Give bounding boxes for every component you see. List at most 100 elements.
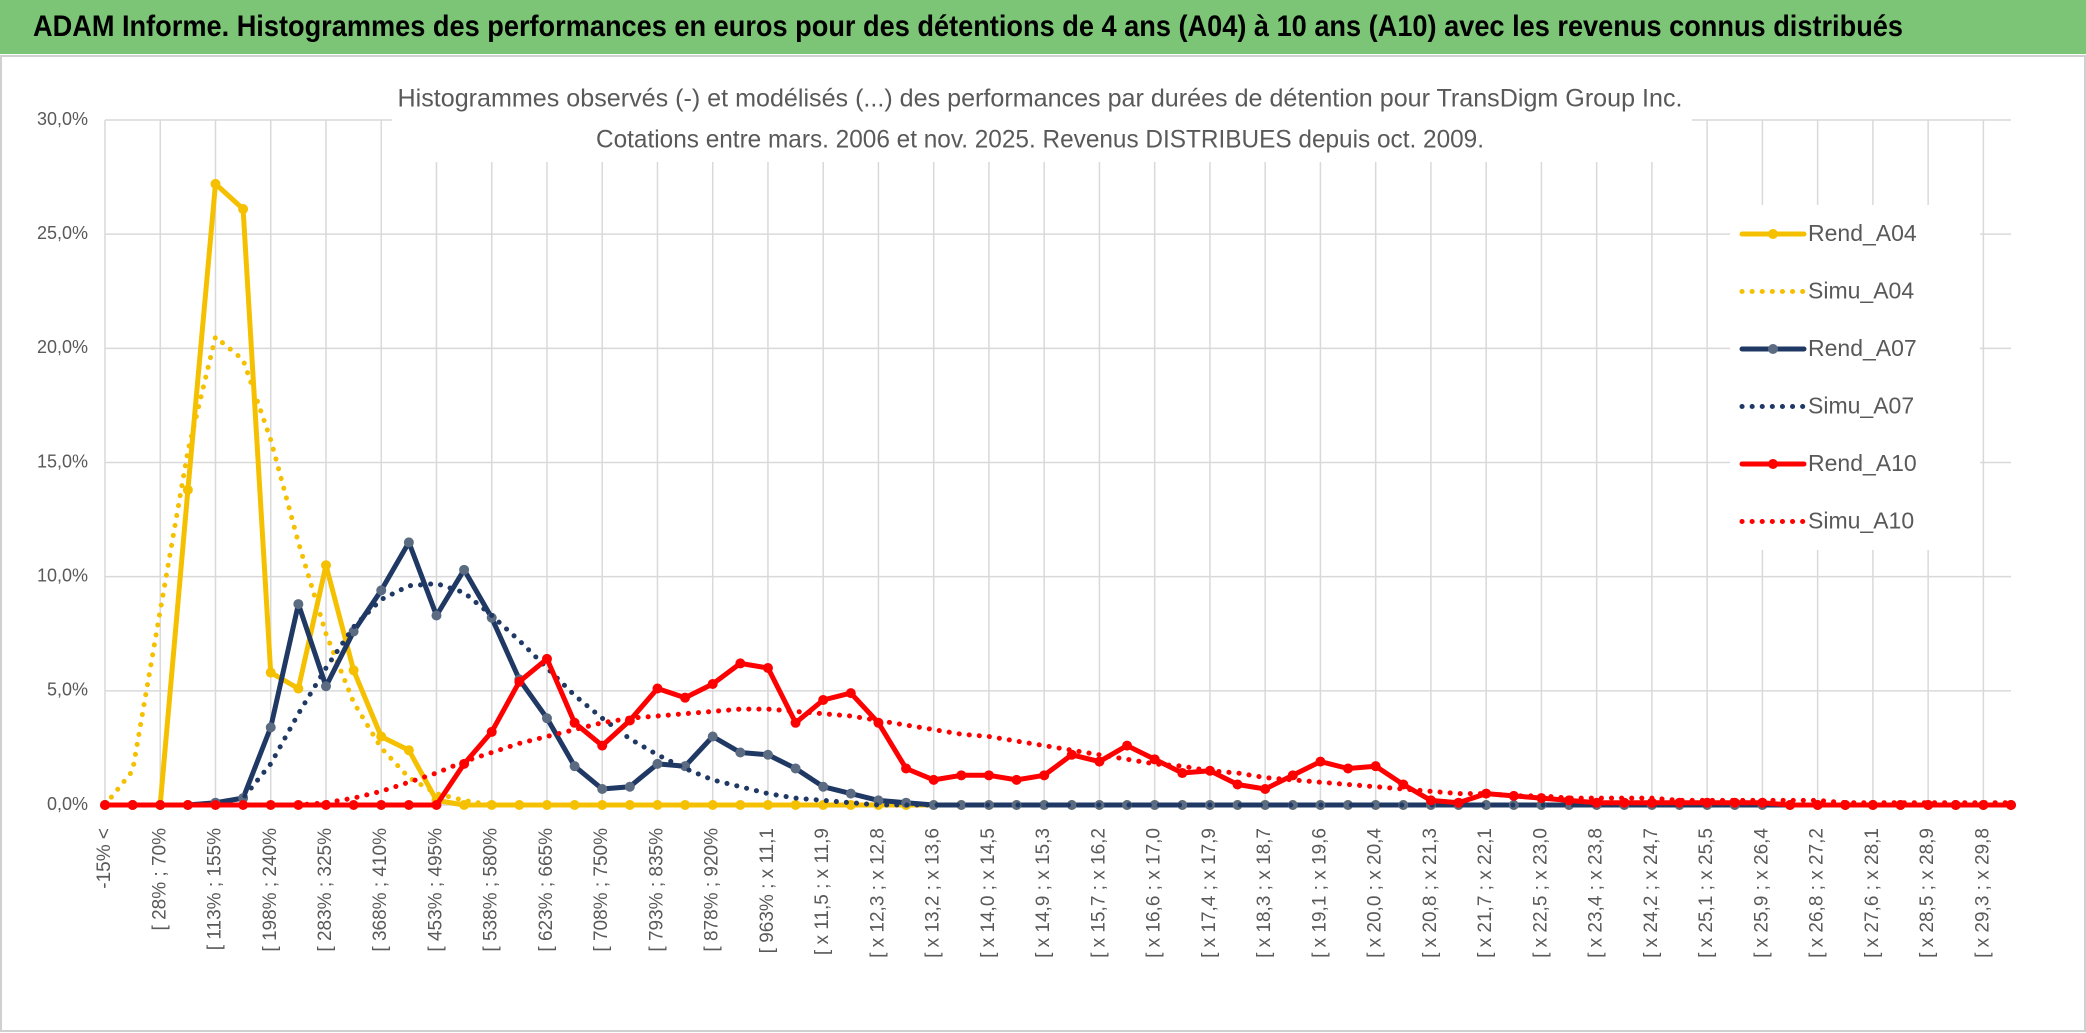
x-tick-label: [ 113% ; 155% <box>205 828 226 950</box>
x-tick-label: [ x 12,3 ; x 12,8 <box>867 828 888 958</box>
point <box>1039 800 1050 810</box>
point <box>790 800 801 810</box>
x-tick-label: -15% < <box>94 828 115 889</box>
point <box>376 731 387 742</box>
point <box>1232 800 1243 810</box>
legend-marker <box>1768 344 1778 354</box>
point <box>541 713 552 724</box>
point <box>1066 800 1077 810</box>
x-tick-label: [ 198% ; 240% <box>260 828 281 952</box>
point <box>1039 770 1050 781</box>
point <box>901 763 912 774</box>
point <box>403 745 414 756</box>
point <box>376 585 387 596</box>
legend: Rend_A04 Simu_A04 Rend_A07 Simu_A07 Rend_A10… <box>1730 205 1980 550</box>
point <box>818 781 829 792</box>
plot <box>100 178 2016 810</box>
point <box>652 683 663 694</box>
legend-label: Rend_A04 <box>1808 220 1917 246</box>
point <box>348 626 359 637</box>
point <box>1066 749 1077 760</box>
point <box>735 658 746 669</box>
point <box>680 800 691 810</box>
x-tick-label: [ 708% ; 750% <box>591 828 612 952</box>
x-tick-label: [ x 27,6 ; x 28,1 <box>1862 828 1883 958</box>
x-tick-label: [ x 26,8 ; x 27,2 <box>1807 828 1828 958</box>
point <box>459 564 470 575</box>
point <box>514 676 525 687</box>
x-tick-label: [ x 15,7 ; x 16,2 <box>1088 828 1109 958</box>
y-tick-label: 20,0% <box>37 337 88 357</box>
point <box>1149 754 1160 765</box>
point <box>569 761 580 772</box>
point <box>762 663 773 673</box>
point <box>1812 800 1823 810</box>
point <box>320 681 331 692</box>
point <box>1481 800 1492 810</box>
y-tick-label: 25,0% <box>37 223 88 243</box>
point <box>707 731 718 742</box>
x-tick-label: [ x 13,2 ; x 13,6 <box>923 828 944 958</box>
point <box>182 484 193 495</box>
point <box>265 667 276 678</box>
point <box>1177 768 1188 779</box>
legend-label: Simu_A07 <box>1808 393 1914 419</box>
point <box>597 740 608 751</box>
legend-label: Rend_A10 <box>1808 450 1917 476</box>
point <box>956 800 967 810</box>
x-tick-label: [ x 29,3 ; x 29,8 <box>1972 828 1993 958</box>
x-tick-label: [ x 19,1 ; x 19,6 <box>1309 828 1330 958</box>
point <box>1646 797 1657 808</box>
legend-marker <box>1768 459 1778 469</box>
point <box>155 800 166 810</box>
point <box>735 747 746 758</box>
x-tick-label: [ x 20,0 ; x 20,4 <box>1365 828 1386 958</box>
chart-title: Histogrammes observés (-) et modélisés (… <box>398 85 1683 113</box>
point <box>348 800 359 810</box>
point <box>1094 756 1105 767</box>
point <box>707 678 718 689</box>
model-line <box>102 706 2014 808</box>
point <box>928 800 939 810</box>
y-tick-label: 0,0% <box>47 794 88 814</box>
point <box>486 726 497 737</box>
x-tick-label: [ x 24,2 ; x 24,7 <box>1641 828 1662 958</box>
point <box>1177 800 1188 810</box>
point <box>1370 761 1381 772</box>
x-tick-label: [ 963% ; x 11,1 <box>757 828 778 953</box>
point <box>1343 800 1354 810</box>
y-tick-label: 15,0% <box>37 451 88 471</box>
title-background <box>392 82 1692 162</box>
point <box>1260 800 1271 810</box>
x-tick-label: [ 283% ; 325% <box>315 828 336 952</box>
point <box>1122 740 1133 751</box>
x-tick-label: [ 453% ; 495% <box>425 828 446 952</box>
x-tick-label: [ x 17,4 ; x 17,9 <box>1199 828 1220 958</box>
point <box>790 717 801 728</box>
point <box>569 800 580 810</box>
x-tick-label: [ x 21,7 ; x 22,1 <box>1475 828 1496 958</box>
point <box>597 800 608 810</box>
point <box>210 178 221 189</box>
header-bar <box>0 0 2086 54</box>
x-tick-label: [ 623% ; 665% <box>536 828 557 952</box>
point <box>1260 784 1271 795</box>
observed-line <box>102 656 2014 808</box>
point <box>403 800 414 810</box>
y-tick-label: 30,0% <box>37 109 88 129</box>
point <box>541 653 552 664</box>
point <box>431 800 442 810</box>
point <box>238 204 249 215</box>
legend-label: Simu_A04 <box>1808 278 1914 304</box>
legend-label: Simu_A10 <box>1808 508 1914 534</box>
point <box>1315 756 1326 767</box>
x-tick-label: [ x 20,8 ; x 21,3 <box>1420 828 1441 958</box>
x-tick-label: [ x 22,5 ; x 23,0 <box>1530 828 1551 958</box>
point <box>1370 800 1381 810</box>
point <box>597 784 608 795</box>
x-tick-label: [ x 18,3 ; x 18,7 <box>1254 828 1275 958</box>
x-tick-label: [ x 25,9 ; x 26,4 <box>1751 828 1772 958</box>
point <box>2006 800 2016 810</box>
point <box>431 610 442 621</box>
